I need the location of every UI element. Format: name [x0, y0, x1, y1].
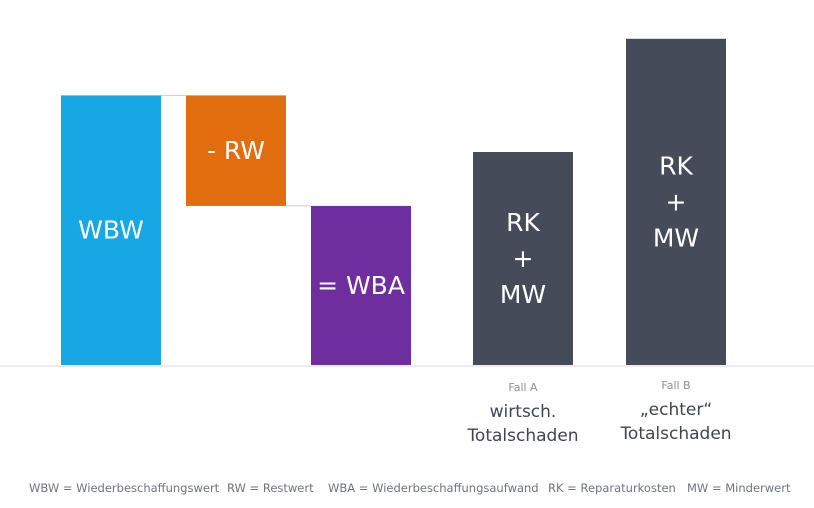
case-label-large: wirtsch.	[490, 402, 557, 422]
case-label-large: Totalschaden	[619, 424, 731, 444]
bar-label: - RW	[207, 136, 265, 165]
legend-item: WBW = Wiederbeschaffungswert	[29, 481, 220, 495]
bar-label: = WBA	[317, 271, 405, 300]
legend-item: RW = Restwert	[227, 481, 314, 495]
bar-label: WBW	[78, 216, 144, 245]
bar-label: +	[513, 244, 534, 273]
case-label-large: Totalschaden	[466, 426, 578, 446]
bar-label: +	[666, 187, 687, 216]
legend-item: WBA = Wiederbeschaffungsaufwand	[328, 481, 539, 495]
bar-fall-b	[626, 38, 726, 366]
bar-rw	[186, 95, 286, 206]
legend-item: RK = Reparaturkosten	[548, 481, 676, 495]
case-label-large: „echter“	[640, 400, 712, 420]
bar-wba	[311, 205, 411, 365]
bar-label: MW	[500, 280, 546, 309]
bar-fall-a	[473, 152, 573, 365]
legend-item: MW = Minderwert	[687, 481, 791, 495]
bar-label: MW	[653, 223, 699, 252]
case-label-small: Fall B	[661, 379, 690, 392]
bar-wbw	[61, 95, 161, 366]
case-label-small: Fall A	[508, 381, 538, 394]
bar-label: RK	[506, 208, 540, 237]
bar-label: RK	[659, 151, 693, 180]
